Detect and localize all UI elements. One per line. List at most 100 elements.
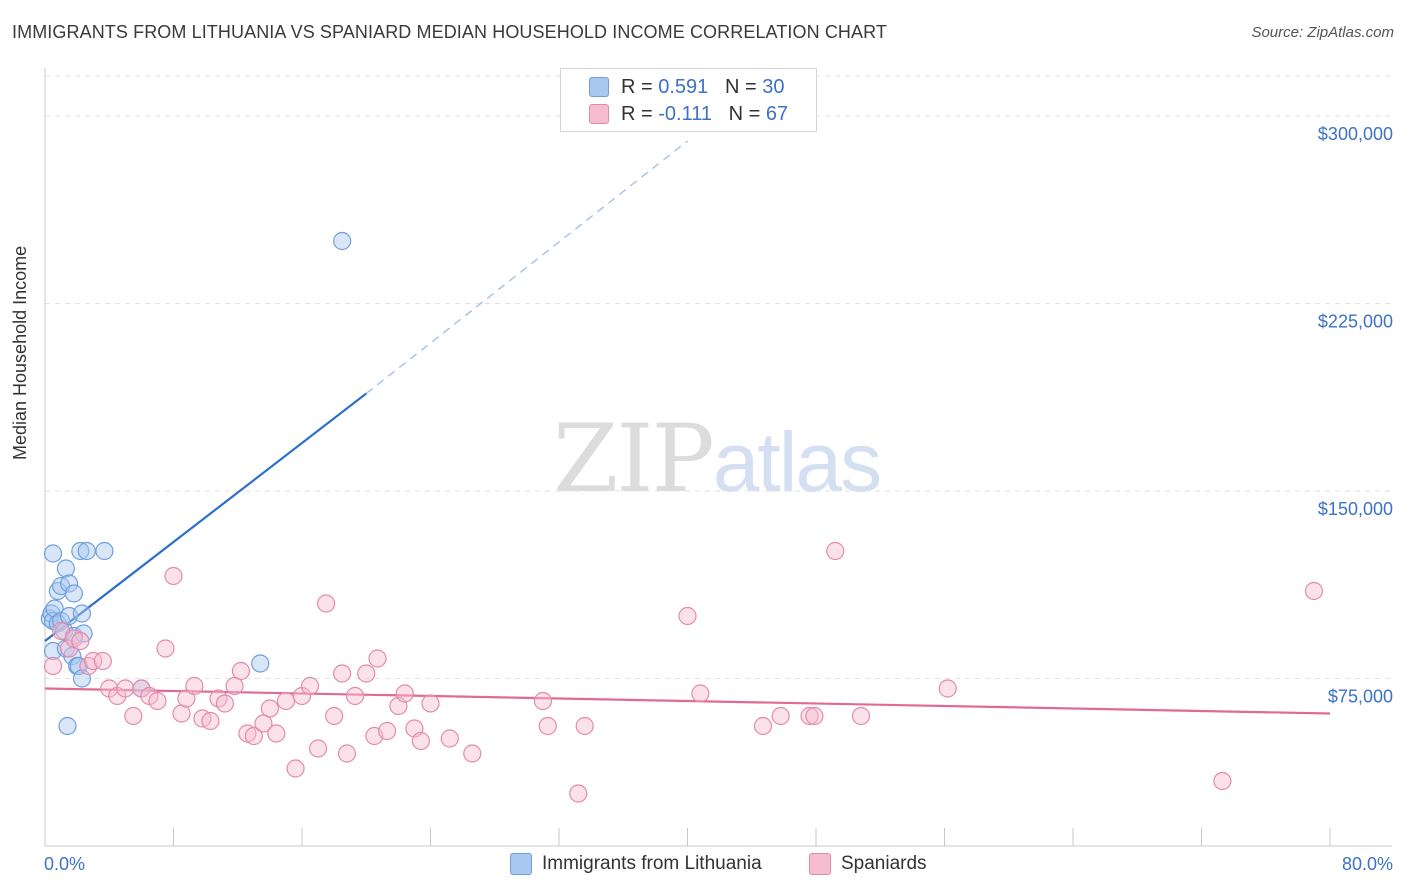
legend-swatch-spaniards xyxy=(809,853,831,875)
point-spaniards xyxy=(463,744,482,763)
point-spaniards xyxy=(678,606,697,626)
point-spaniards xyxy=(325,706,344,726)
point-spaniards xyxy=(185,676,204,696)
point-spaniards xyxy=(440,729,459,748)
point-spaniards xyxy=(411,731,430,751)
point-spaniards xyxy=(1213,771,1232,791)
point-spaniards xyxy=(156,639,175,658)
point-spaniards xyxy=(244,726,263,746)
point-lithuania xyxy=(251,654,270,673)
point-lithuania xyxy=(58,716,77,736)
point-spaniards xyxy=(538,716,557,736)
point-lithuania xyxy=(56,559,75,578)
point-spaniards xyxy=(267,724,286,743)
legend-row-lithuania: R = 0.591 N = 30 xyxy=(589,74,784,100)
point-spaniards xyxy=(333,664,352,683)
legend-n-value: 30 xyxy=(762,75,785,98)
legend-label-lithuania: Immigrants from Lithuania xyxy=(542,853,762,874)
legend-n-label: N = xyxy=(724,75,757,98)
trend-line-lithuania xyxy=(44,392,367,642)
legend-swatch-lithuania xyxy=(510,853,532,875)
y-tick-label: $225,000 xyxy=(1318,312,1393,332)
point-spaniards xyxy=(286,759,305,778)
legend-r-value: -0.111 xyxy=(658,102,712,125)
axes xyxy=(44,68,1392,847)
point-spaniards xyxy=(308,739,328,758)
legend-n-label: N = xyxy=(728,102,761,125)
point-lithuania xyxy=(71,541,90,561)
point-spaniards xyxy=(337,744,357,763)
point-spaniards xyxy=(254,714,273,733)
point-spaniards xyxy=(826,541,845,561)
point-spaniards xyxy=(43,656,63,676)
point-spaniards xyxy=(368,649,387,668)
legend-label-spaniards: Spaniards xyxy=(841,853,927,874)
point-lithuania xyxy=(77,541,96,561)
watermark-atlas: atlas xyxy=(712,415,882,509)
point-spaniards xyxy=(753,716,773,736)
point-spaniards xyxy=(231,661,251,681)
point-lithuania xyxy=(64,584,84,603)
legend-row-spaniards: R = -0.111 N = 67 xyxy=(589,101,788,127)
point-spaniards xyxy=(851,706,871,726)
point-lithuania xyxy=(42,604,61,623)
point-spaniards xyxy=(421,694,440,713)
data-points xyxy=(40,231,1324,803)
correlation-legend: R = 0.591 N = 30 R = -0.111 N = 67 xyxy=(560,68,817,132)
legend-n-value: 67 xyxy=(765,102,789,125)
point-lithuania xyxy=(43,544,63,563)
grid-lines xyxy=(45,75,1392,679)
point-spaniards xyxy=(300,676,320,696)
x-tick-label-max: 80.0% xyxy=(1342,854,1393,874)
point-spaniards xyxy=(800,706,819,726)
point-spaniards xyxy=(357,664,376,683)
point-lithuania xyxy=(72,604,92,623)
y-tick-label: $75,000 xyxy=(1328,687,1393,707)
point-lithuania xyxy=(59,574,79,593)
point-spaniards xyxy=(771,706,790,726)
point-spaniards xyxy=(116,679,135,698)
point-spaniards xyxy=(276,691,296,711)
legend-item-lithuania[interactable]: Immigrants from Lithuania xyxy=(510,852,762,876)
watermark: ZIPatlas xyxy=(553,405,882,514)
legend-swatch-lithuania xyxy=(589,77,609,97)
legend-item-spaniards[interactable]: Spaniards xyxy=(809,852,927,876)
point-spaniards xyxy=(260,699,279,718)
point-spaniards xyxy=(533,691,553,711)
point-spaniards xyxy=(93,651,112,671)
trend-lines xyxy=(44,140,1331,715)
point-spaniards xyxy=(395,684,414,703)
point-spaniards xyxy=(84,651,103,671)
point-lithuania xyxy=(95,541,114,561)
point-spaniards xyxy=(378,721,397,741)
y-tick-label: $300,000 xyxy=(1318,124,1393,144)
trend-line-lithuania-extension xyxy=(365,140,688,395)
point-spaniards xyxy=(225,676,244,696)
tick-labels: $75,000 $150,000 $225,000 $300,000 0.0% 80.0% xyxy=(44,124,1393,874)
trend-line-spaniards xyxy=(44,687,1331,715)
point-spaniards xyxy=(691,684,710,703)
point-spaniards xyxy=(575,716,594,736)
source-label: Source: ZipAtlas.com xyxy=(1251,24,1394,41)
point-spaniards xyxy=(215,694,234,713)
point-spaniards xyxy=(569,784,588,803)
y-tick-label: $150,000 xyxy=(1318,499,1393,519)
legend-r-label: R = xyxy=(621,102,653,125)
point-spaniards xyxy=(1304,581,1324,601)
point-spaniards xyxy=(124,706,143,726)
x-tick-label-min: 0.0% xyxy=(44,854,85,874)
legend-swatch-spaniards xyxy=(589,104,609,124)
point-spaniards xyxy=(71,631,90,651)
legend-r-value: 0.591 xyxy=(658,75,709,98)
legend-r-label: R = xyxy=(621,75,653,98)
point-spaniards xyxy=(164,566,183,586)
point-spaniards xyxy=(316,594,336,613)
point-spaniards xyxy=(172,704,191,723)
watermark-zip: ZIP xyxy=(553,405,715,514)
point-spaniards xyxy=(148,691,167,711)
point-lithuania xyxy=(333,231,352,251)
point-spaniards xyxy=(201,711,220,731)
point-spaniards xyxy=(805,706,824,726)
point-spaniards xyxy=(938,679,957,698)
